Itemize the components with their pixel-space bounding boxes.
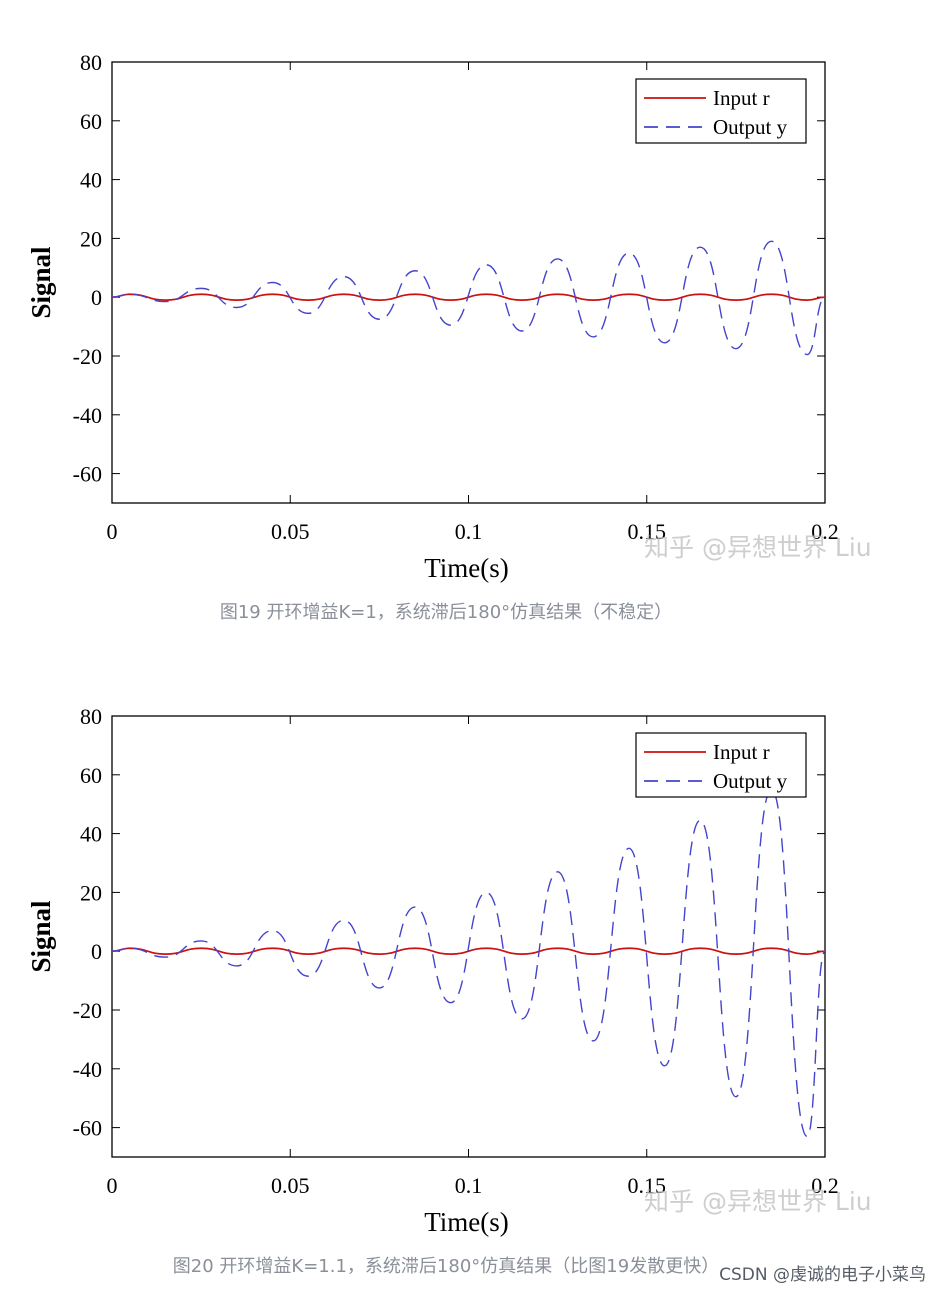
legend-box bbox=[635, 78, 807, 144]
x-tick-label: 0 bbox=[107, 519, 118, 544]
figure-19: 80 60 40 20 0 -20 -40 -60 0 0.05 0.1 0.15 0.2 Time(s)… bbox=[0, 0, 942, 600]
x-axis-title: Time(s) bbox=[424, 553, 509, 583]
y-tick-label: 0 bbox=[91, 285, 102, 310]
y-tick-label: -40 bbox=[73, 403, 102, 428]
y-tick-label: 60 bbox=[80, 763, 102, 788]
legend-box bbox=[635, 732, 807, 798]
x-tick-label: 0.1 bbox=[455, 519, 483, 544]
y-tick-label: 80 bbox=[80, 50, 102, 75]
x-tick-label: 0.15 bbox=[628, 519, 667, 544]
chart-svg: 80 60 40 20 0 -20 -40 -60 0 0.05 0.1 0.15 0.2 Time(s)… bbox=[26, 704, 839, 1237]
x-tick-label: 0.2 bbox=[811, 519, 839, 544]
zhihu-watermark: 知乎 @异想世界 Liu bbox=[644, 533, 872, 562]
y-tick-label: -20 bbox=[73, 344, 102, 369]
x-tick-label: 0.05 bbox=[271, 1173, 310, 1198]
legend-label: Output y bbox=[713, 115, 788, 139]
y-tick-label: 0 bbox=[91, 939, 102, 964]
x-tick-label: 0.15 bbox=[628, 1173, 667, 1198]
y-tick-label: 40 bbox=[80, 822, 102, 847]
legend-label: Input r bbox=[713, 740, 770, 764]
zhihu-watermark: 知乎 @异想世界 Liu bbox=[644, 1187, 872, 1216]
output-y-line bbox=[111, 240, 826, 356]
y-tick-label: 40 bbox=[80, 168, 102, 193]
y-tick-label: 20 bbox=[80, 226, 102, 251]
figure-20: 80 60 40 20 0 -20 -40 -60 0 0.05 0.1 0.15 0.2 Time(s)… bbox=[0, 654, 942, 1254]
y-axis-title: Signal bbox=[26, 900, 56, 973]
figure-19-caption: 图19 开环增益K=1，系统滞后180°仿真结果（不稳定） bbox=[219, 602, 673, 623]
y-tick-label: -60 bbox=[73, 1116, 102, 1141]
y-tick-label: -40 bbox=[73, 1057, 102, 1082]
csdn-attribution: CSDN @虔诚的电子小菜鸟 bbox=[717, 1260, 928, 1285]
figure-20-caption: 图20 开环增益K=1.1，系统滞后180°仿真结果（比图19发散更快） bbox=[172, 1256, 720, 1277]
x-axis-title: Time(s) bbox=[424, 1207, 509, 1237]
x-tick-label: 0.1 bbox=[455, 1173, 483, 1198]
chart-svg: 80 60 40 20 0 -20 -40 -60 0 0.05 0.1 0.15 0.2 Time(s)… bbox=[26, 50, 839, 583]
y-tick-label: -60 bbox=[73, 462, 102, 487]
y-tick-label: 60 bbox=[80, 109, 102, 134]
y-tick-label: 80 bbox=[80, 704, 102, 729]
x-tick-label: 0.05 bbox=[271, 519, 310, 544]
y-axis-title: Signal bbox=[26, 246, 56, 319]
x-tick-label: 0.2 bbox=[811, 1173, 839, 1198]
legend-label: Input r bbox=[713, 86, 770, 110]
y-tick-label: 20 bbox=[80, 880, 102, 905]
input-r-line bbox=[111, 947, 826, 955]
x-tick-label: 0 bbox=[107, 1173, 118, 1198]
y-tick-label: -20 bbox=[73, 998, 102, 1023]
legend-label: Output y bbox=[713, 769, 788, 793]
